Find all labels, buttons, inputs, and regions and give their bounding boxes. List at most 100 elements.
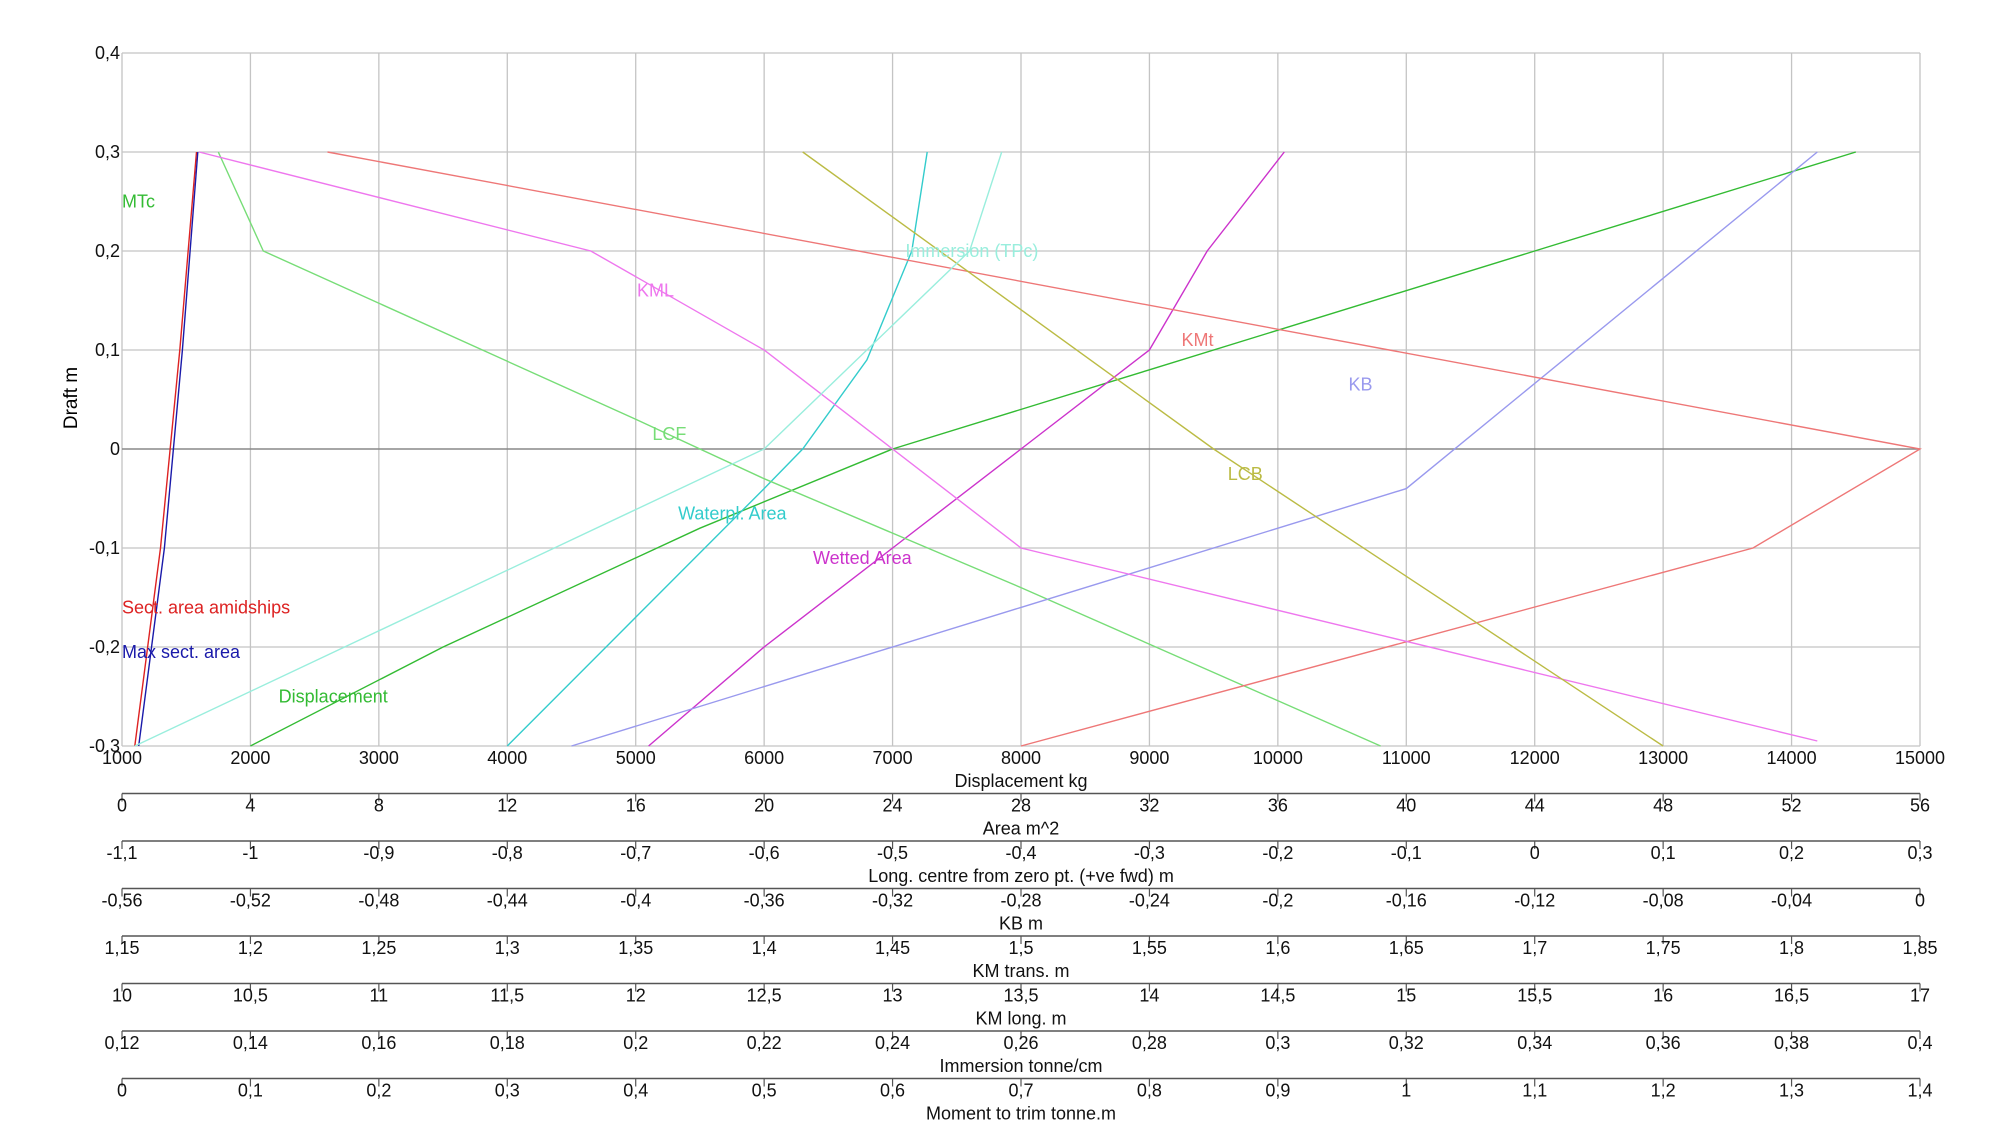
x-tick-label: 9000 — [1129, 748, 1169, 768]
x-tick-label: 11,5 — [490, 986, 524, 1006]
x-tick-label: 0,4 — [623, 1081, 648, 1101]
x-tick-label: 10 — [112, 986, 132, 1006]
x-tick-label: 1,3 — [495, 938, 520, 958]
x-tick-label: 0,24 — [875, 1033, 910, 1053]
x-tick-label: -1,1 — [106, 843, 137, 863]
x-tick-label: 0 — [1915, 891, 1925, 911]
series-lines — [134, 151, 1922, 747]
series-line — [648, 151, 1285, 747]
y-tick-label: 0,2 — [95, 241, 120, 261]
x-tick-label: 0,32 — [1389, 1033, 1424, 1053]
x-tick-label: 0,9 — [1265, 1081, 1290, 1101]
x-tick-label: 0,14 — [233, 1033, 268, 1053]
x-tick-label: 0,2 — [623, 1033, 648, 1053]
series-line — [802, 151, 1664, 747]
x-tick-label: 28 — [1011, 796, 1031, 816]
x-tick-label: 0,3 — [1907, 843, 1932, 863]
x-tick-label: 1,75 — [1646, 938, 1681, 958]
x-tick-label: -0,48 — [358, 891, 399, 911]
x-tick-label: 4000 — [487, 748, 527, 768]
x-tick-label: 1,85 — [1902, 938, 1937, 958]
y-tick-label: -0,1 — [89, 538, 120, 558]
series-label: LCF — [652, 424, 686, 444]
series-line — [138, 151, 199, 747]
x-tick-label: 1,6 — [1265, 938, 1290, 958]
series-line — [506, 151, 928, 747]
x-tick-label: -0,6 — [749, 843, 780, 863]
x-tick-label: -0,36 — [744, 891, 785, 911]
x-tick-label: 1,5 — [1008, 938, 1033, 958]
x-tick-label: 0,2 — [1779, 843, 1804, 863]
x-tick-label: 44 — [1525, 796, 1545, 816]
x-tick-label: 0,7 — [1008, 1081, 1033, 1101]
x-tick-label: 16 — [626, 796, 646, 816]
y-tick-label: 0,1 — [95, 340, 120, 360]
y-tick-label: 0,4 — [95, 43, 120, 63]
x-tick-label: 13,5 — [1003, 986, 1038, 1006]
x-tick-label: 12000 — [1510, 748, 1560, 768]
y-tick-label: -0,2 — [89, 637, 120, 657]
x-tick-label: -0,5 — [877, 843, 908, 863]
series-line — [327, 151, 1922, 747]
x-tick-label: 32 — [1139, 796, 1159, 816]
x-axis-label: KM long. m — [975, 1009, 1066, 1029]
x-tick-label: 16,5 — [1774, 986, 1809, 1006]
x-tick-label: 0,1 — [1651, 843, 1676, 863]
series-line — [134, 151, 198, 747]
y-tick-label: -0,3 — [89, 736, 120, 756]
x-tick-label: -0,4 — [1005, 843, 1036, 863]
x-tick-label: 15000 — [1895, 748, 1945, 768]
x-tick-label: 0,3 — [495, 1081, 520, 1101]
y-axis: Draft m 0,4 0,3 0,2 0,1 0 -0,1 -0,2 -0,3 — [61, 43, 120, 756]
x-tick-label: -0,3 — [1134, 843, 1165, 863]
x-tick-label: -0,9 — [363, 843, 394, 863]
series-line — [571, 151, 1818, 747]
x-tick-label: 6000 — [744, 748, 784, 768]
x-tick-label: 12 — [626, 986, 646, 1006]
series-label: KML — [637, 281, 674, 301]
x-tick-label: 17 — [1910, 986, 1930, 1006]
x-tick-label: -0,44 — [487, 891, 528, 911]
x-tick-label: 13 — [883, 986, 903, 1006]
x-tick-label: 3000 — [359, 748, 399, 768]
x-tick-label: 0,8 — [1137, 1081, 1162, 1101]
x-tick-label: -0,04 — [1771, 891, 1812, 911]
series-label: LCB — [1228, 464, 1263, 484]
series-label: KB — [1348, 375, 1372, 395]
grid — [121, 52, 1921, 747]
x-tick-label: 1,15 — [104, 938, 139, 958]
x-tick-label: -0,56 — [101, 891, 142, 911]
x-tick-label: 1000 — [102, 748, 142, 768]
x-axis-label: Long. centre from zero pt. (+ve fwd) m — [868, 866, 1174, 886]
x-tick-label: -0,8 — [492, 843, 523, 863]
x-tick-label: 7000 — [873, 748, 913, 768]
series-label: KMt — [1182, 330, 1214, 350]
x-tick-label: 4 — [245, 796, 255, 816]
series-label: Displacement — [279, 687, 388, 707]
x-tick-label: -0,16 — [1386, 891, 1427, 911]
x-tick-label: 1,35 — [618, 938, 653, 958]
x-tick-label: 0,38 — [1774, 1033, 1809, 1053]
x-tick-label: 0,16 — [361, 1033, 396, 1053]
x-tick-label: -0,4 — [620, 891, 651, 911]
x-tick-label: 0,18 — [490, 1033, 525, 1053]
x-tick-label: 1,2 — [1651, 1081, 1676, 1101]
series-label: Waterpl. Area — [678, 503, 787, 523]
x-axis-label: Displacement kg — [954, 771, 1087, 791]
series-labels: Displacement Sect. area amidships Max sect… — [122, 192, 1373, 707]
x-tick-label: 0,3 — [1265, 1033, 1290, 1053]
x-tick-label: 1,2 — [238, 938, 263, 958]
x-tick-label: -0,32 — [872, 891, 913, 911]
x-tick-label: 15 — [1396, 986, 1416, 1006]
x-tick-label: 14 — [1139, 986, 1159, 1006]
x-tick-label: 13000 — [1638, 748, 1688, 768]
x-tick-label: 8 — [374, 796, 384, 816]
x-tick-label: 24 — [883, 796, 903, 816]
x-tick-label: 1,4 — [752, 938, 777, 958]
x-tick-label: 48 — [1653, 796, 1673, 816]
y-tick-label: 0,3 — [95, 142, 120, 162]
x-tick-label: 1,3 — [1779, 1081, 1804, 1101]
x-tick-label: 0,12 — [104, 1033, 139, 1053]
x-tick-label: 20 — [754, 796, 774, 816]
